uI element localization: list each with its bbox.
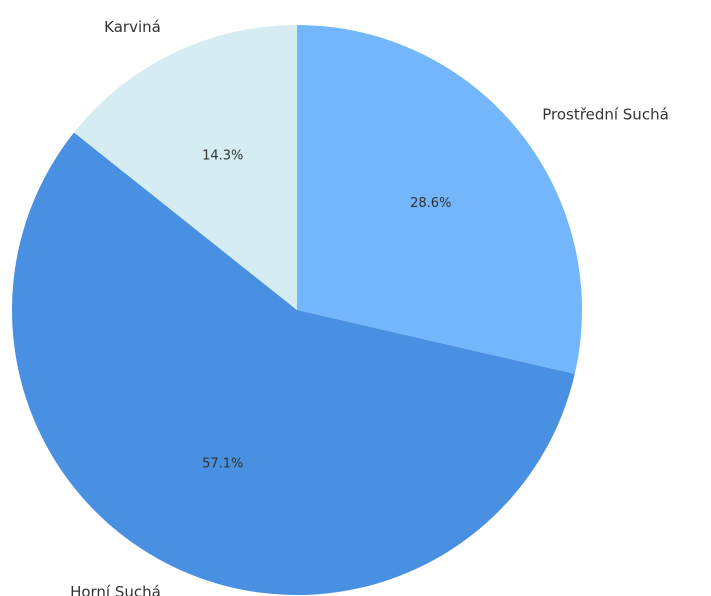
slice-value-label: 57.1% bbox=[202, 457, 243, 472]
slice-value-label: 28.6% bbox=[410, 196, 451, 211]
slice-label: Prostřední Suchá bbox=[542, 105, 669, 123]
slice-label: Horní Suchá bbox=[70, 583, 161, 596]
pie-slice bbox=[12, 132, 575, 595]
slice-value-label: 14.3% bbox=[202, 148, 243, 163]
pie-slice bbox=[297, 25, 583, 374]
pie-slice bbox=[74, 25, 297, 310]
slice-label: Karviná bbox=[104, 18, 161, 36]
